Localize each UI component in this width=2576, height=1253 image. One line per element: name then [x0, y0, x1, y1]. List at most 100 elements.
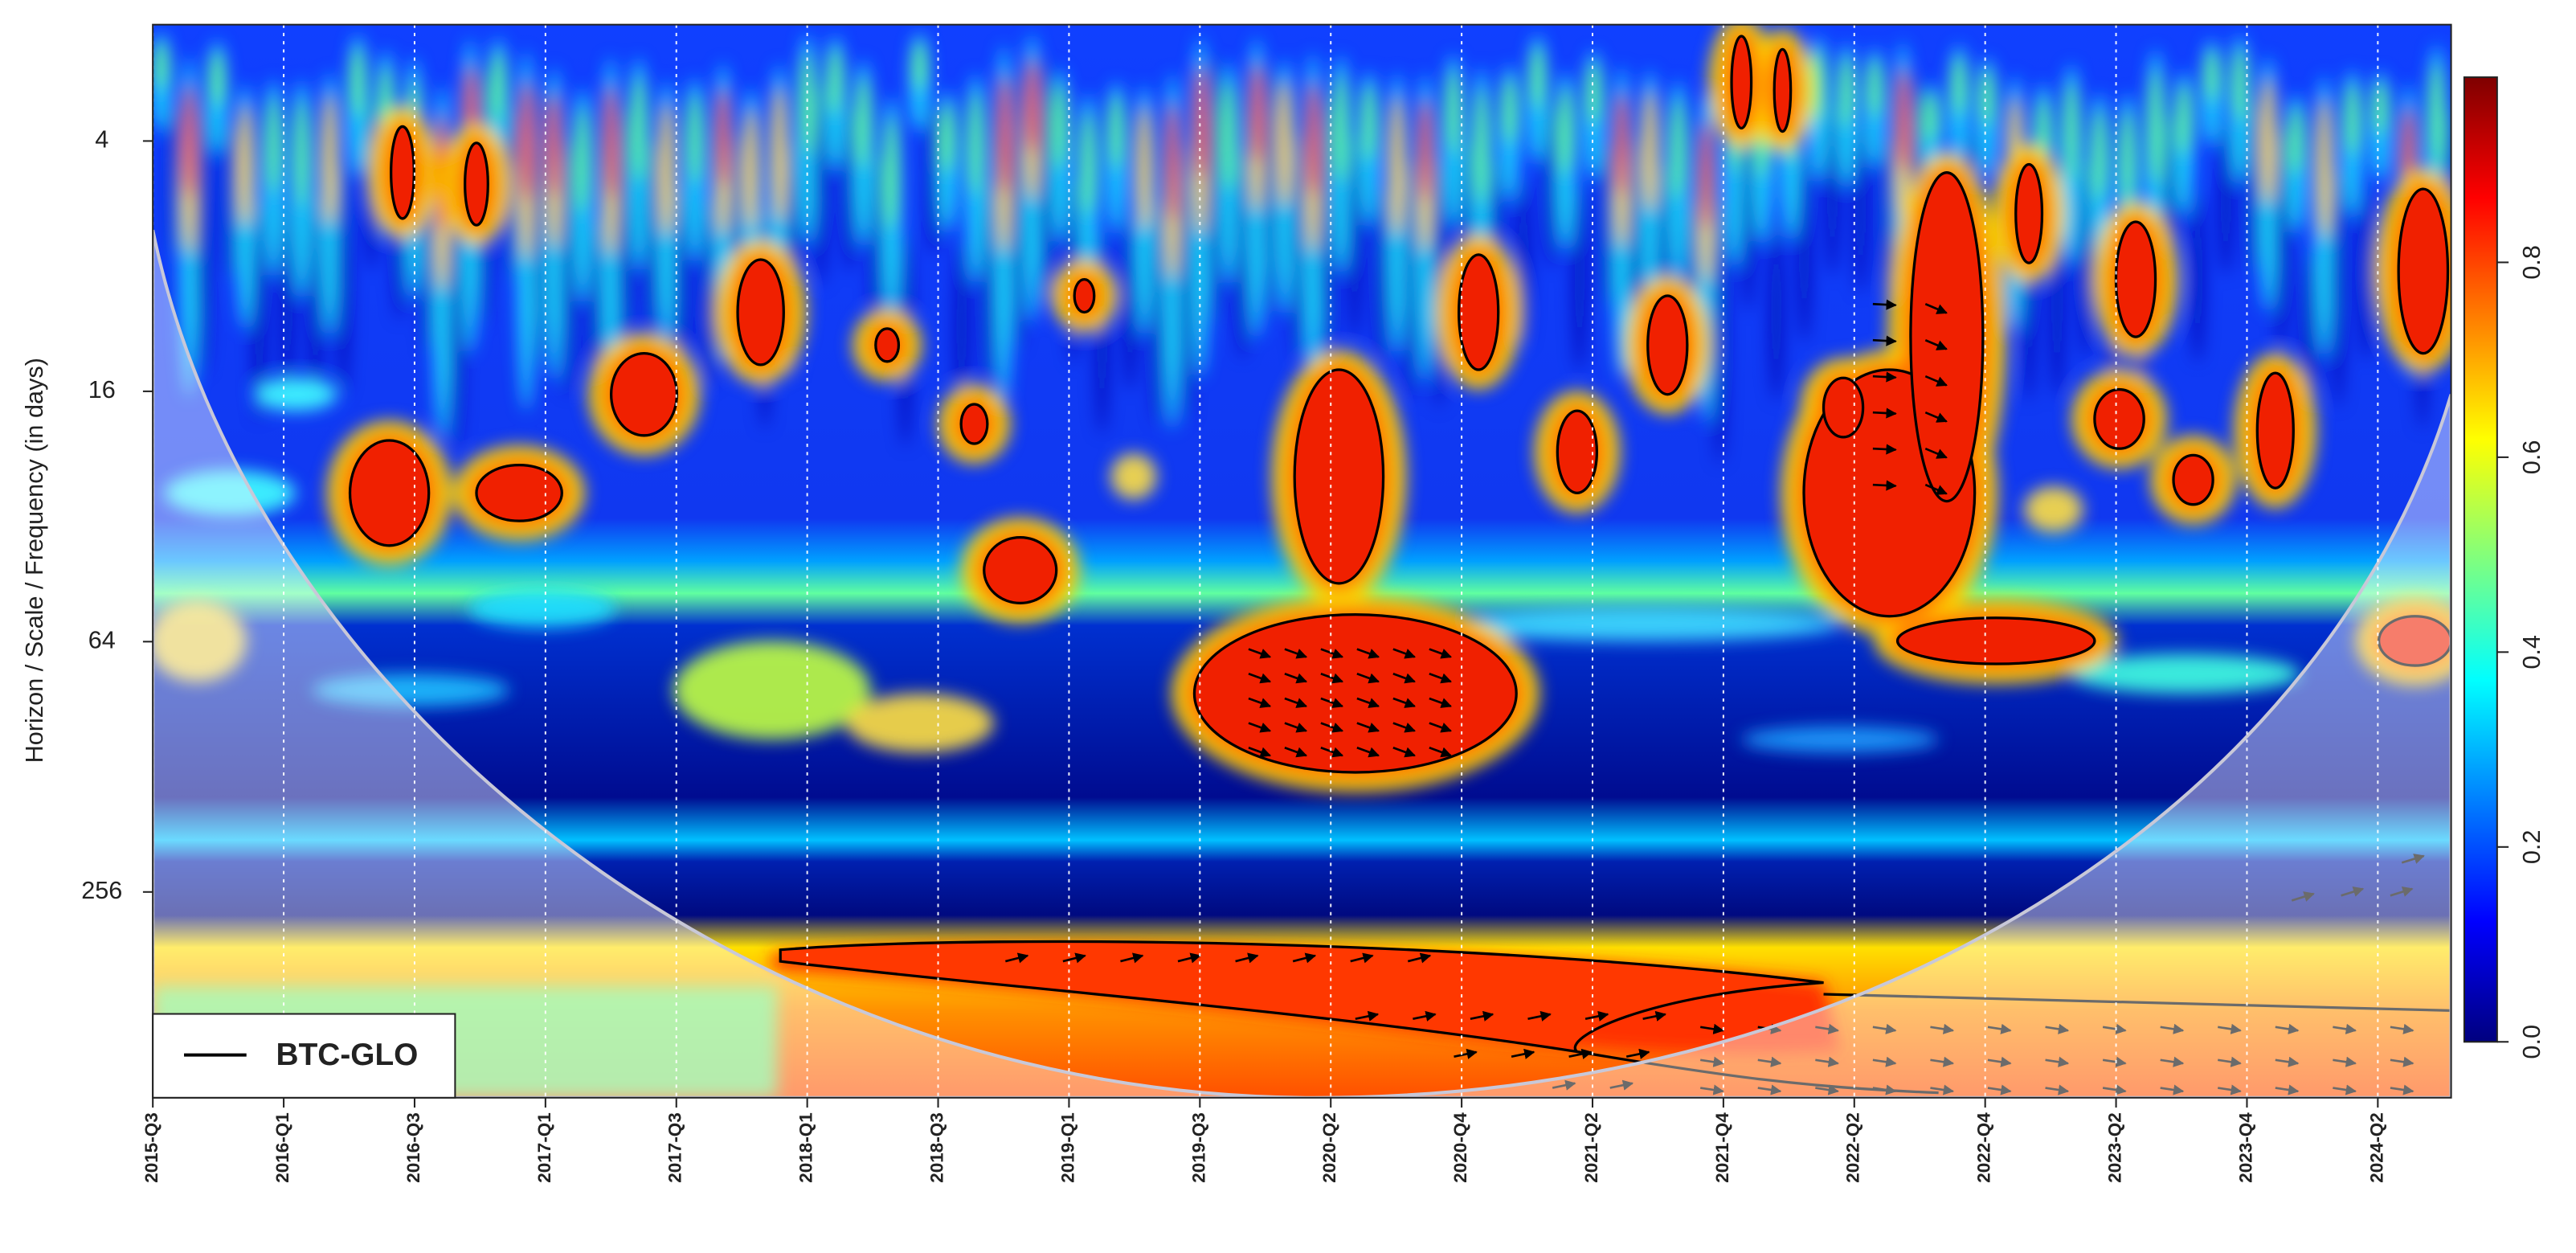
coherence-streak — [154, 41, 168, 91]
x-tick-label: 2021-Q4 — [1712, 1112, 1732, 1183]
coherence-streak — [1503, 76, 1516, 145]
x-tick-label: 2016-Q1 — [272, 1112, 292, 1183]
coherence-streak — [1109, 94, 1123, 170]
coherence-streak — [211, 50, 224, 108]
y-tick-label: 256 — [81, 877, 122, 904]
phase-arrow — [1872, 299, 1897, 310]
coherence-gap — [2303, 248, 2317, 418]
phase-arrow — [1284, 697, 1308, 708]
coherence-streak — [1896, 68, 1909, 172]
coherence-core — [959, 403, 989, 445]
coherence-gap — [309, 195, 322, 403]
coherence-gap — [1544, 104, 1559, 268]
phase-arrow — [1924, 411, 1948, 423]
coherence-streak — [2289, 105, 2303, 175]
phase-arrow — [1356, 747, 1380, 758]
coherence-streak — [1924, 92, 1938, 144]
phase-arrow — [2390, 887, 2414, 897]
phase-arrows — [1005, 299, 2425, 1095]
coherence-gap — [842, 105, 857, 272]
x-tick-label: 2017-Q3 — [665, 1112, 685, 1183]
phase-arrow — [1987, 1056, 2012, 1067]
coherence-core — [475, 463, 563, 522]
coherence-streak — [548, 93, 561, 199]
coherence-streak — [295, 98, 309, 207]
phase-arrow — [2218, 1056, 2242, 1067]
coherence-core — [874, 327, 901, 363]
phase-arrow — [2275, 1056, 2300, 1067]
coherence-streak — [323, 94, 337, 226]
coherence-gap — [1264, 68, 1278, 317]
phase-arrow — [1872, 371, 1897, 383]
phase-arrow — [2102, 1023, 2127, 1034]
coherence-gap — [449, 173, 463, 449]
x-tick-label: 2022-Q4 — [1974, 1112, 1994, 1183]
coherence-streak — [1362, 84, 1376, 162]
coherence-gap — [926, 106, 940, 256]
coherence-streak — [632, 75, 645, 182]
phase-arrow — [1872, 407, 1897, 419]
coherence-streak — [1194, 65, 1207, 179]
coherence-core — [348, 439, 431, 547]
coherence-patch — [153, 600, 247, 682]
phase-arrow — [2333, 1023, 2357, 1034]
phase-arrow — [1356, 673, 1380, 684]
coherence-streak — [239, 104, 252, 227]
coherence-streak — [520, 80, 533, 202]
coherence-streak — [1867, 58, 1882, 119]
coherence-core — [1556, 409, 1599, 495]
heatmap — [153, 24, 2451, 1098]
phase-arrow — [1699, 1084, 1724, 1095]
coherence-gap — [1151, 199, 1165, 424]
phase-arrow — [1284, 673, 1308, 684]
coherence-core — [464, 141, 489, 227]
phase-arrow — [1699, 1023, 1724, 1034]
coherence-streak — [1081, 110, 1095, 215]
y-tick-label: 4 — [95, 126, 108, 154]
coherence-streak — [1839, 55, 1854, 128]
x-tick-label: 2023-Q2 — [2105, 1112, 2125, 1183]
phase-arrow — [1356, 722, 1380, 733]
coherence-gap — [2190, 190, 2205, 362]
coherence-streak — [2092, 108, 2107, 201]
coherence-gap — [168, 106, 182, 255]
phase-arrow — [1407, 952, 1432, 964]
phase-arrow — [2045, 1023, 2070, 1034]
phase-arrow — [1872, 335, 1897, 346]
coherence-streak — [2064, 80, 2079, 182]
coherence-gap — [2359, 187, 2374, 360]
x-tick-label: 2020-Q2 — [1319, 1112, 1339, 1183]
phase-arrow — [1356, 648, 1380, 659]
colorbar-tick-label: 0.4 — [2518, 635, 2545, 669]
coherence-gap — [2247, 100, 2261, 273]
phase-arrow — [1454, 1048, 1478, 1059]
coherence-streak — [998, 75, 1010, 195]
phase-arrow — [1642, 1010, 1666, 1022]
x-tick-label: 2016-Q3 — [403, 1112, 423, 1183]
coherence-gap — [701, 198, 716, 389]
coherence-streak — [828, 47, 842, 115]
phase-arrow — [1392, 722, 1416, 733]
phase-arrow — [2102, 1084, 2127, 1095]
coherence-streak — [969, 91, 983, 196]
phase-arrow — [1355, 1010, 1380, 1022]
phase-arrow — [2045, 1056, 2070, 1067]
coherence-gap — [562, 139, 575, 395]
phase-arrow — [1284, 648, 1308, 659]
x-tick-label: 2018-Q3 — [926, 1112, 947, 1183]
phase-arrow — [2333, 1056, 2357, 1067]
coherence-streak — [941, 102, 955, 174]
coherence-gap — [1826, 104, 1839, 276]
phase-arrow — [1872, 1023, 1897, 1034]
coherence-gap — [1854, 122, 1867, 293]
coherence-patch — [673, 641, 871, 740]
coherence-streak — [1278, 80, 1292, 208]
coherence-gap — [1123, 215, 1137, 391]
coherence-streak — [2261, 77, 2275, 206]
coherence-streak — [717, 88, 729, 188]
phase-arrow — [1120, 952, 1144, 964]
phase-arrow — [1625, 1048, 1650, 1059]
phase-arrow — [1924, 375, 1948, 387]
coherence-core — [1646, 294, 1689, 396]
phase-arrow — [2275, 1023, 2300, 1034]
